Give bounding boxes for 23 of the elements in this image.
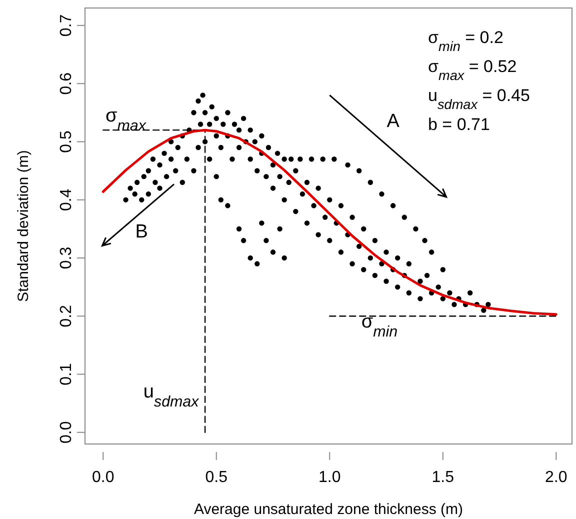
x-tick-label: 1.5 — [432, 469, 454, 486]
y-axis-title: Standard deviation (m) — [15, 150, 32, 302]
annotation: B — [135, 222, 148, 243]
y-tick-label: 0.3 — [58, 246, 75, 270]
x-tick-label: 0.5 — [205, 469, 228, 486]
annotation: σ$_{min}$ — [361, 312, 398, 340]
annotation: b = 0.71 — [428, 115, 490, 134]
x-axis-title: Average unsaturated zone thickness (m) — [194, 501, 464, 518]
annotation: σ$_{min}$ = 0.2 — [428, 28, 504, 54]
y-tick-label: 0.6 — [58, 72, 75, 95]
annotation: u$_{sdmax}$ — [143, 381, 200, 410]
x-tick-label: 2.0 — [545, 469, 568, 486]
y-tick-label: 0.1 — [58, 363, 75, 386]
y-tick-label: 0.7 — [58, 14, 75, 37]
y-tick-label: 0.4 — [58, 188, 75, 211]
y-tick-label: 0.0 — [58, 421, 75, 444]
x-tick-label: 0.0 — [92, 469, 114, 486]
annotation: σ$_{max}$ = 0.52 — [428, 57, 517, 82]
y-tick-label: 0.5 — [58, 130, 75, 153]
annotation: u$_{sdmax}$ = 0.45 — [428, 86, 530, 112]
x-tick-label: 1.0 — [318, 469, 341, 486]
annotation: A — [386, 111, 400, 132]
y-tick-label: 0.2 — [58, 304, 75, 328]
